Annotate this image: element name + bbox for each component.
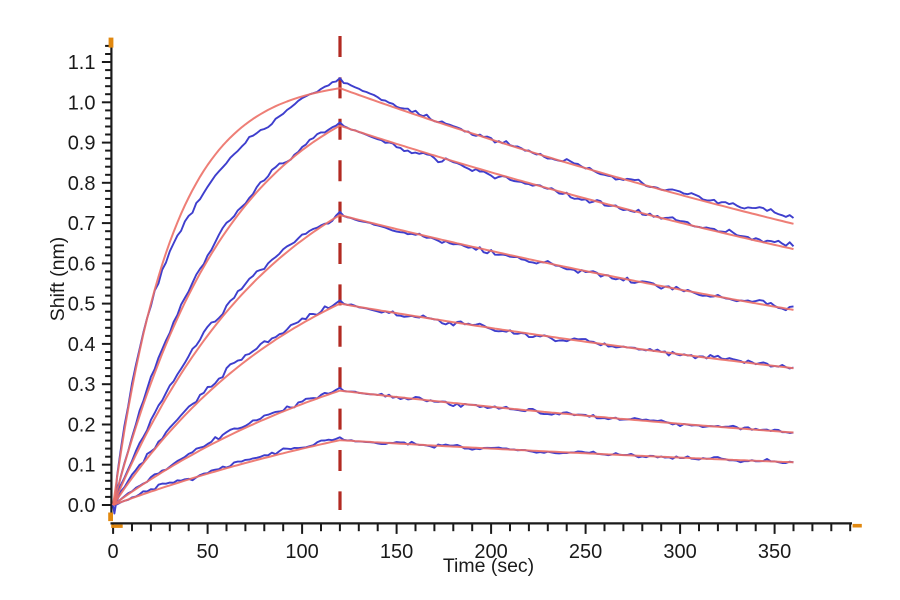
svg-text:200: 200 bbox=[474, 541, 507, 563]
svg-text:1.1: 1.1 bbox=[68, 52, 96, 74]
svg-text:0.7: 0.7 bbox=[68, 213, 96, 235]
svg-text:100: 100 bbox=[285, 541, 318, 563]
svg-text:Shift (nm): Shift (nm) bbox=[47, 237, 69, 322]
svg-text:0.3: 0.3 bbox=[68, 374, 96, 396]
svg-text:150: 150 bbox=[380, 541, 413, 563]
svg-text:300: 300 bbox=[663, 541, 696, 563]
svg-text:250: 250 bbox=[569, 541, 602, 563]
svg-text:350: 350 bbox=[758, 541, 791, 563]
svg-text:0.2: 0.2 bbox=[68, 415, 96, 437]
svg-text:0.1: 0.1 bbox=[68, 455, 96, 477]
svg-text:0: 0 bbox=[108, 541, 119, 563]
svg-text:0.0: 0.0 bbox=[68, 495, 96, 517]
svg-text:0.5: 0.5 bbox=[68, 294, 96, 316]
svg-text:50: 50 bbox=[196, 541, 218, 563]
svg-text:Time (sec): Time (sec) bbox=[443, 555, 534, 577]
svg-text:0.9: 0.9 bbox=[68, 133, 96, 155]
svg-text:0.8: 0.8 bbox=[68, 173, 96, 195]
svg-text:0.6: 0.6 bbox=[68, 253, 96, 275]
svg-text:0.4: 0.4 bbox=[68, 334, 96, 356]
svg-text:1.0: 1.0 bbox=[68, 92, 96, 114]
